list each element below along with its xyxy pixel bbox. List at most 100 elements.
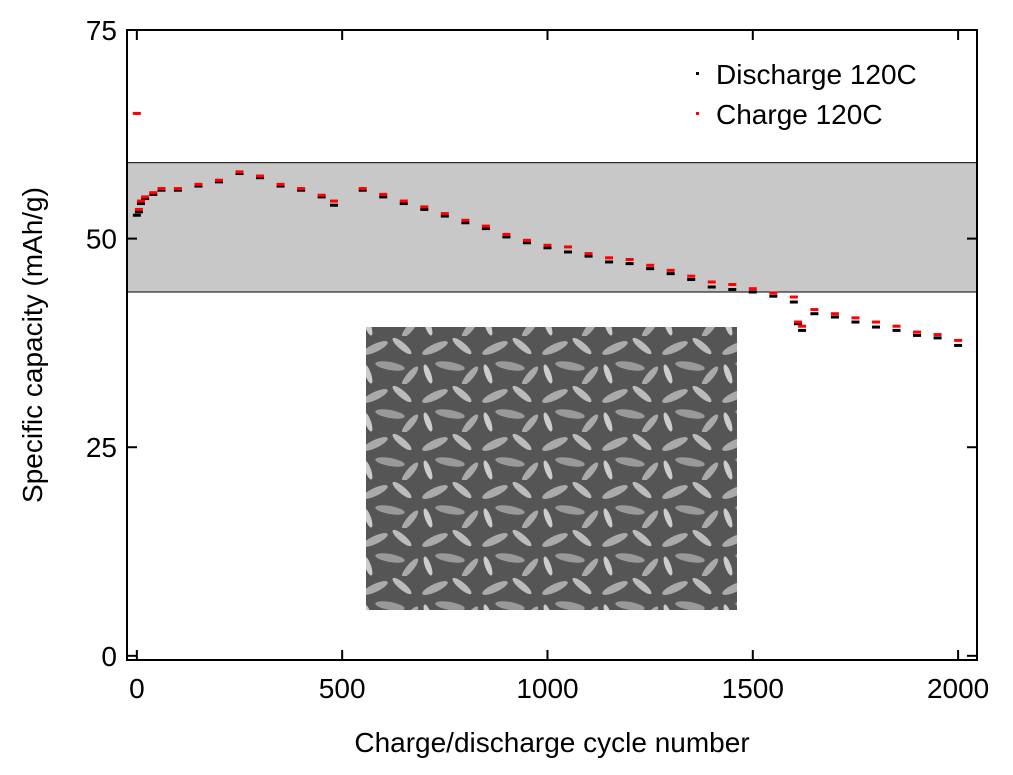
point: [297, 188, 306, 192]
point: [358, 188, 367, 192]
legend-label: Discharge 120C: [716, 59, 917, 90]
point: [892, 328, 901, 332]
point: [810, 312, 819, 316]
point: [687, 277, 696, 281]
point: [440, 212, 449, 216]
y-tick-label: 50: [86, 224, 117, 255]
point: [136, 199, 145, 203]
point: [830, 312, 839, 316]
x-tick-label: 2000: [927, 673, 989, 704]
x-tick-label: 500: [319, 673, 366, 704]
point: [933, 336, 942, 340]
point: [625, 262, 634, 266]
point: [793, 320, 802, 324]
point: [851, 316, 860, 320]
point: [329, 203, 338, 207]
y-tick-label: 25: [86, 432, 117, 463]
point: [871, 325, 880, 329]
point: [132, 213, 141, 217]
point: [522, 241, 531, 245]
point: [502, 235, 511, 239]
point: [235, 170, 244, 174]
point: [687, 274, 696, 278]
point: [913, 330, 922, 334]
point: [798, 328, 807, 332]
point: [399, 199, 408, 203]
point: [798, 324, 807, 328]
point: [707, 285, 716, 289]
point: [892, 324, 901, 328]
point: [793, 322, 802, 326]
point: [149, 191, 158, 195]
point: [646, 267, 655, 271]
point: [157, 188, 166, 192]
point: [149, 192, 158, 196]
y-tick-label: 75: [86, 15, 117, 46]
point: [358, 187, 367, 191]
point: [707, 280, 716, 284]
point: [379, 192, 388, 196]
point: [543, 243, 552, 247]
x-axis-label: Charge/discharge cycle number: [354, 727, 749, 758]
point: [954, 338, 963, 342]
point: [851, 320, 860, 324]
x-tick-label: 1000: [516, 673, 578, 704]
point: [789, 300, 798, 304]
legend-label: Charge 120C: [716, 99, 883, 130]
point: [214, 178, 223, 182]
point: [481, 224, 490, 228]
y-axis-label: Specific capacity (mAh/g): [17, 187, 48, 503]
point: [420, 205, 429, 209]
point: [543, 246, 552, 250]
point: [461, 218, 470, 222]
point: [728, 283, 737, 287]
point: [214, 180, 223, 184]
point: [132, 111, 141, 115]
point: [141, 197, 150, 201]
legend-marker: [696, 72, 699, 75]
point: [141, 195, 150, 199]
point: [584, 252, 593, 256]
point: [276, 182, 285, 186]
point: [810, 308, 819, 312]
point: [625, 257, 634, 261]
shaded-band: [126, 162, 978, 293]
point: [830, 315, 839, 319]
point: [933, 333, 942, 337]
x-tick-label: 0: [129, 673, 145, 704]
point: [134, 207, 143, 211]
point: [913, 333, 922, 337]
y-tick-label: 0: [101, 641, 117, 672]
point: [194, 182, 203, 186]
point: [769, 294, 778, 298]
point: [256, 174, 265, 178]
point: [317, 193, 326, 197]
point: [173, 187, 182, 191]
x-tick-label: 1500: [722, 673, 784, 704]
point: [666, 268, 675, 272]
point: [564, 245, 573, 249]
point: [157, 187, 166, 191]
point: [748, 287, 757, 291]
point: [564, 250, 573, 254]
point: [329, 199, 338, 203]
point: [136, 202, 145, 206]
point: [605, 260, 614, 264]
point: [646, 263, 655, 267]
point: [256, 176, 265, 180]
point: [379, 195, 388, 199]
point: [235, 172, 244, 176]
point: [871, 320, 880, 324]
point: [584, 254, 593, 258]
point: [728, 288, 737, 292]
point: [317, 195, 326, 199]
point: [502, 232, 511, 236]
point: [420, 207, 429, 211]
inset-image: [366, 327, 737, 610]
point: [173, 188, 182, 192]
point: [297, 187, 306, 191]
legend-marker: [696, 112, 699, 115]
point: [769, 291, 778, 295]
point: [461, 221, 470, 225]
point: [134, 210, 143, 214]
